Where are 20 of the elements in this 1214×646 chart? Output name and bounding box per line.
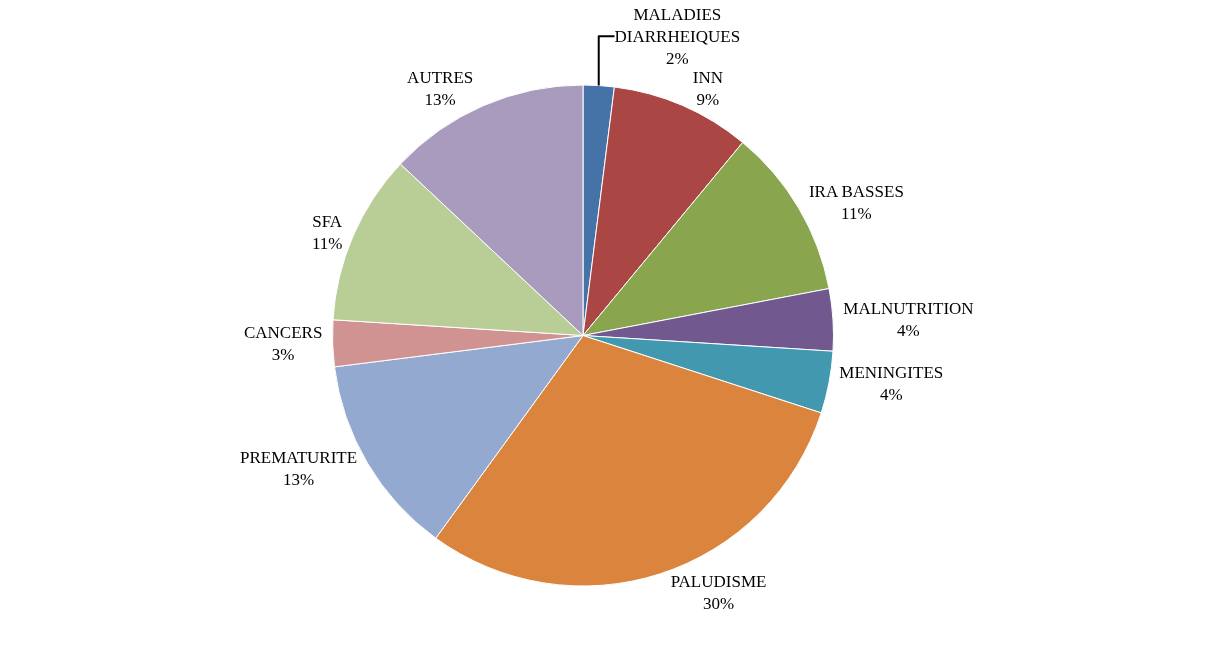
slice-label: MALNUTRITION [843, 299, 974, 319]
slice-label: SFA [312, 212, 343, 232]
data-label: 4% [897, 321, 920, 341]
slice-label: AUTRES [407, 67, 474, 87]
data-label: 4% [879, 384, 903, 404]
data-label: 3% [271, 344, 295, 364]
slice-label: IRA BASSES [808, 182, 904, 202]
slice-label: MALADIES DIARRHEIQUES [614, 4, 741, 46]
data-label: 2% [666, 48, 689, 68]
data-label: 11% [311, 234, 343, 254]
data-label: 13% [282, 469, 315, 489]
data-label: 11% [841, 204, 872, 224]
data-label: 30% [702, 593, 735, 613]
data-label: 9% [696, 89, 720, 109]
slice-label: PALUDISME [670, 571, 767, 591]
slice-label: PREMATURITE [239, 447, 358, 467]
slice-label: CANCERS [243, 322, 323, 342]
slice-label: MENINGITES [839, 362, 944, 382]
data-label: 13% [424, 89, 456, 109]
slice-label: INN [692, 67, 723, 87]
